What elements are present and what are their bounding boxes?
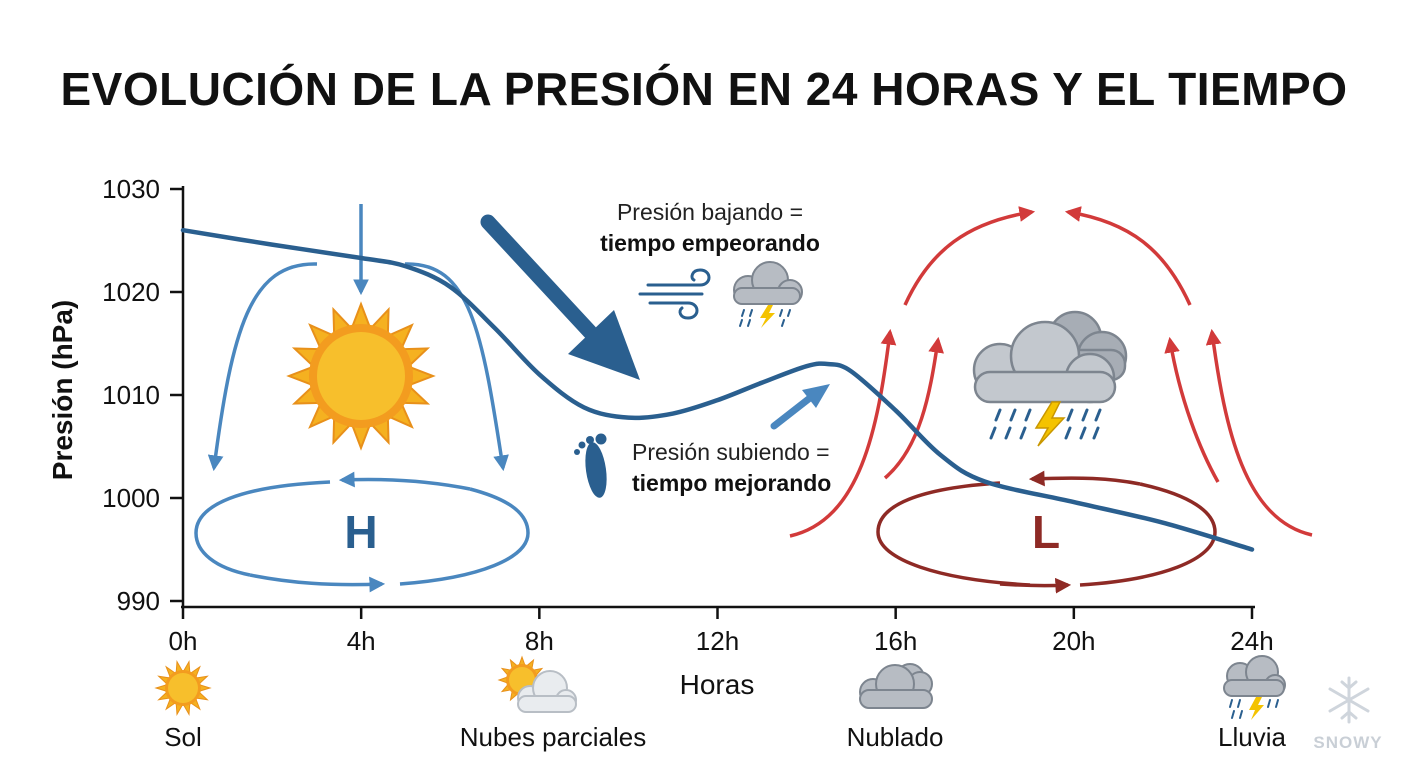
rising-air-arrow-6	[1205, 328, 1313, 537]
legend-label-rain: Lluvia	[1218, 722, 1286, 752]
rising-pressure-arrow	[770, 384, 830, 430]
high-pressure-label: H	[344, 506, 377, 558]
y-tick-label: 1030	[102, 174, 160, 204]
y-tick-label: 990	[117, 586, 160, 616]
legend-partly-cloudy-icon	[497, 655, 577, 713]
high-circulation-arrow-bottom	[249, 573, 386, 593]
legend-label-cloudy: Nublado	[847, 722, 944, 752]
pressure-series	[180, 227, 1255, 552]
y-tick-label: 1010	[102, 380, 160, 410]
watermark: SNOWY	[1313, 676, 1382, 752]
rising-air-arrow-3	[903, 206, 1036, 306]
high-pressure-system: H	[194, 204, 530, 593]
footprint-icon	[574, 433, 607, 498]
pressure-line	[180, 227, 1255, 552]
legend-sun-icon	[154, 660, 212, 716]
high-circulation-arrow-top	[338, 471, 471, 491]
falling-pressure-note-bold: tiempo empeorando	[600, 230, 820, 256]
low-pressure-label: L	[1032, 506, 1060, 558]
chart-title: EVOLUCIÓN DE LA PRESIÓN EN 24 HORAS Y EL…	[60, 63, 1348, 115]
x-tick-label: 0h	[169, 626, 198, 656]
falling-pressure-note: Presión bajando =	[617, 199, 803, 225]
legend-label-partly-cloudy: Nubes parciales	[460, 722, 646, 752]
x-tick-label: 24h	[1230, 626, 1273, 656]
rising-air-arrow-1	[789, 328, 897, 538]
low-circulation-arrow-bottom	[999, 577, 1072, 594]
legend-rain-cloud-icon	[1223, 655, 1286, 720]
low-pressure-system: L	[789, 206, 1313, 594]
x-tick-label: 8h	[525, 626, 554, 656]
rain-cloud-icon	[733, 261, 803, 328]
high-circulation-ring-top	[194, 480, 331, 577]
y-axis-title: Presión (hPa)	[47, 300, 78, 480]
divergence-arrow-left	[207, 262, 318, 472]
x-tick-label: 4h	[347, 626, 376, 656]
legend-cloud-icon	[859, 663, 933, 709]
rising-air-arrow-5	[1164, 336, 1220, 483]
rising-pressure-note-bold: tiempo mejorando	[632, 470, 831, 496]
y-axis: 990 1000 1010 1020 1030 Presión (hPa)	[47, 174, 185, 616]
watermark-text: SNOWY	[1313, 733, 1382, 752]
x-tick-label: 16h	[874, 626, 917, 656]
low-circulation-arrow-top	[1028, 470, 1141, 487]
wind-icon	[638, 268, 711, 320]
low-circulation-ring-left	[876, 481, 1031, 587]
falling-pressure-arrow	[480, 214, 640, 380]
divergence-arrow-right	[404, 262, 509, 472]
legend-label-sun: Sol	[164, 722, 202, 752]
x-axis: 0h 4h 8h 12h 16h 20h 24h Horas	[169, 605, 1274, 700]
sun-icon	[286, 301, 436, 451]
rising-air-arrow-4	[1064, 206, 1192, 306]
weather-legend: Sol Nubes parciales Nublado Lluvia	[154, 655, 1287, 752]
x-tick-label: 20h	[1052, 626, 1095, 656]
x-tick-label: 12h	[696, 626, 739, 656]
low-circulation-ring-right	[1079, 482, 1217, 587]
high-circulation-ring-right	[399, 487, 530, 586]
rising-air-arrow-2	[883, 336, 944, 480]
rising-pressure-note: Presión subiendo =	[632, 439, 830, 465]
storm-cloud-icon	[972, 310, 1128, 447]
y-tick-label: 1020	[102, 277, 160, 307]
y-tick-label: 1000	[102, 483, 160, 513]
x-axis-title: Horas	[680, 669, 755, 700]
snowflake-icon	[1328, 676, 1370, 724]
